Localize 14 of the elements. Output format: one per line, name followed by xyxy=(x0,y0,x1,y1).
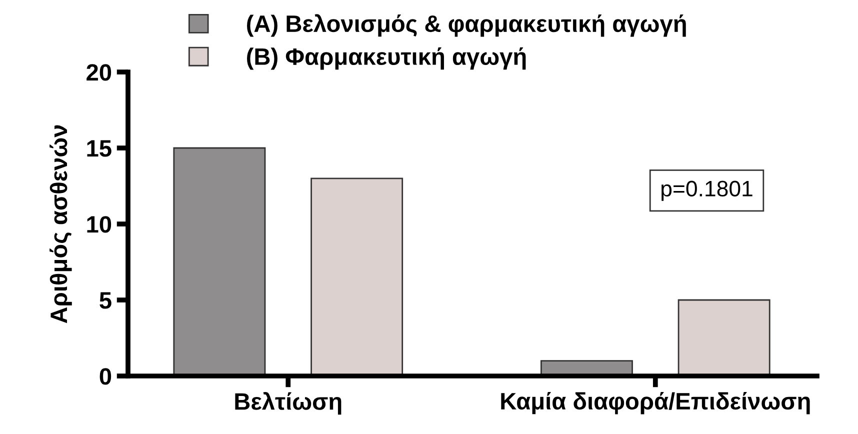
y-tick-label: 15 xyxy=(87,140,112,157)
y-axis-title: Αριθμός ασθενών xyxy=(50,125,72,324)
bar xyxy=(678,299,770,376)
y-tick-label: 5 xyxy=(100,292,112,309)
y-tick-label: 0 xyxy=(100,368,112,385)
y-tick-label: 20 xyxy=(86,64,112,81)
bar xyxy=(310,178,404,376)
annotation: p=0.1801 xyxy=(662,180,752,201)
y-tick-label: 10 xyxy=(87,216,112,233)
x-tick-label: Καμία διαφορά/Επιδείνωση xyxy=(501,392,810,414)
legend-label: (B) Φαρμακευτική αγωγή xyxy=(247,47,526,70)
bar xyxy=(173,147,266,376)
legend-label: (A) Βελονισμός & φαρμακευτική αγωγή xyxy=(247,14,686,37)
x-tick-label: Βελτίωση xyxy=(235,392,342,415)
